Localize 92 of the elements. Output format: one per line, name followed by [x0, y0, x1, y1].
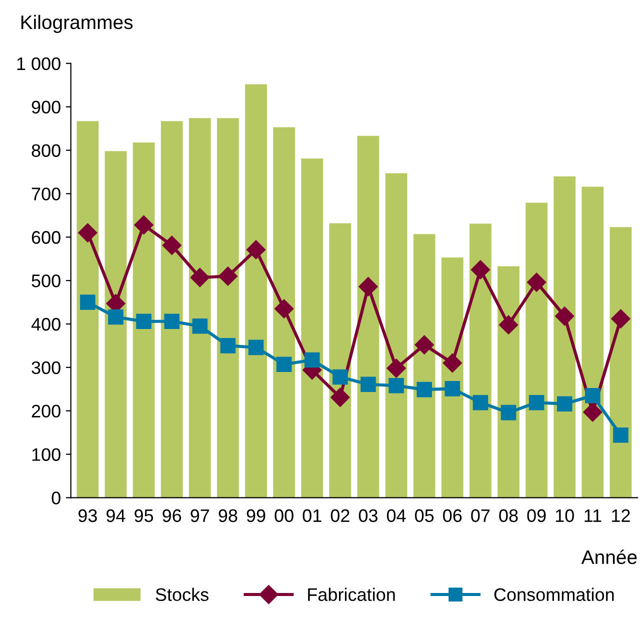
point [220, 338, 236, 354]
bar [554, 176, 576, 498]
bar [245, 84, 267, 498]
x-tick-label: 10 [556, 509, 574, 522]
point [304, 352, 320, 368]
bar [132, 142, 155, 498]
y-tick-label: 400 [31, 318, 60, 331]
point [555, 306, 574, 326]
point [274, 299, 294, 318]
bar [301, 158, 324, 498]
point [246, 240, 266, 260]
point [134, 215, 154, 234]
bar [188, 118, 211, 498]
bar [441, 258, 464, 498]
point [414, 335, 434, 354]
y-tick-label: 0 [52, 492, 60, 504]
point [276, 356, 292, 372]
x-tick-label: 93 [78, 509, 97, 522]
point [360, 376, 376, 392]
x-tick-label: 12 [612, 509, 630, 522]
x-tick-label: 11 [584, 509, 602, 522]
point [442, 354, 462, 373]
x-tick-label: 05 [415, 509, 434, 522]
bar [357, 136, 380, 498]
bar [104, 151, 127, 498]
point [332, 369, 348, 385]
x-tick-label: 06 [443, 509, 462, 522]
point [611, 309, 630, 328]
x-tick-label: 04 [386, 509, 406, 522]
x-tick-label: 95 [134, 509, 154, 522]
x-tick-label: 07 [471, 509, 490, 522]
point [528, 394, 544, 410]
point [190, 268, 210, 288]
point [80, 294, 96, 310]
y-tick-label: 800 [32, 144, 60, 157]
point [358, 277, 378, 296]
x-tick-label: 08 [499, 509, 518, 522]
point [386, 358, 406, 378]
legend-label: Consommation [494, 588, 614, 602]
bar [610, 227, 632, 498]
point [388, 378, 404, 394]
point [248, 340, 264, 356]
x-tick-label: 96 [162, 509, 182, 522]
x-tick-label: 02 [330, 509, 350, 522]
point [444, 381, 460, 396]
x-tick-label: 09 [527, 509, 546, 522]
x-tick-label: 00 [274, 509, 294, 522]
y-axis-title: Kilogrammes [21, 14, 133, 33]
legend-label: Fabrication [308, 588, 395, 602]
bar [526, 202, 548, 498]
x-tick-label: 97 [190, 509, 210, 522]
y-tick-label: 300 [32, 361, 60, 374]
point [136, 314, 152, 330]
point [416, 382, 432, 398]
point [162, 236, 182, 255]
point [192, 318, 208, 334]
x-tick-label: 94 [106, 509, 126, 522]
point [164, 314, 180, 330]
x-tick-label: 03 [358, 509, 378, 522]
point [583, 402, 602, 422]
point [527, 272, 546, 292]
point [78, 223, 98, 242]
point [330, 388, 350, 407]
point [498, 315, 518, 334]
bar [413, 234, 436, 498]
point [613, 428, 628, 443]
point [585, 388, 600, 404]
point [500, 404, 516, 420]
point [556, 396, 572, 412]
y-tick-label: 900 [32, 100, 60, 114]
y-tick-label: 500 [32, 274, 60, 288]
bar [160, 121, 183, 498]
bar [76, 121, 99, 498]
bar [385, 173, 408, 498]
bar [217, 118, 239, 498]
y-tick-label: 700 [32, 188, 60, 200]
bar [470, 224, 492, 498]
point [108, 309, 124, 325]
bar [273, 127, 296, 498]
x-tick-label: 99 [246, 509, 266, 522]
y-tick-label: 600 [32, 231, 60, 244]
x-tick-label: 98 [218, 509, 238, 522]
y-tick-label: 100 [32, 448, 60, 461]
point [470, 260, 490, 280]
y-tick-label: 1 000 [17, 57, 60, 70]
bar [582, 186, 604, 498]
x-axis-title: Année [581, 550, 637, 564]
y-tick-label: 200 [32, 404, 60, 418]
legend-label: Stocks [156, 588, 208, 602]
point [218, 266, 238, 286]
point [472, 394, 488, 410]
x-tick-label: 01 [302, 509, 322, 522]
